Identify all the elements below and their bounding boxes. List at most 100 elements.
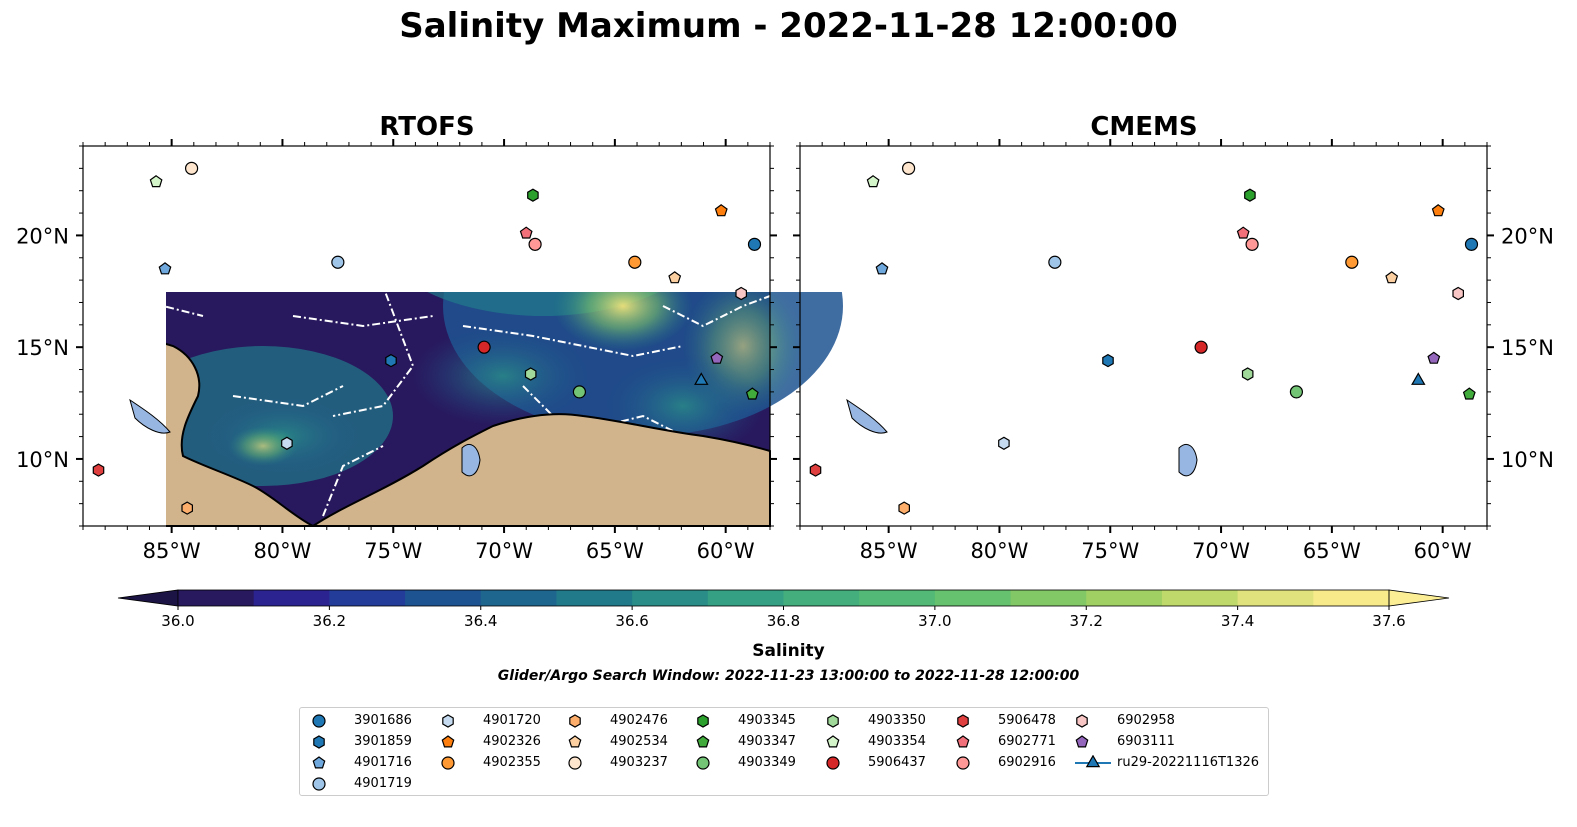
colorbar-bin (859, 590, 936, 606)
lakes (129, 398, 1198, 477)
cmems-land (800, 158, 1487, 526)
cmems-platform-4901720 (998, 436, 1010, 450)
legend-marker-icon (568, 756, 582, 770)
legend-marker-icon (957, 714, 969, 728)
legend-marker (441, 735, 455, 748)
colorbar-bin (480, 590, 557, 606)
rtofs-platform-4903349 (572, 385, 587, 399)
legend-marker (568, 735, 582, 748)
rtofs-platform-4901719 (331, 255, 345, 269)
rtofs-lat-label: 20°N (16, 224, 69, 248)
colorbar-tick-label: 36.6 (615, 612, 648, 628)
cmems-platform-4902534 (1385, 271, 1399, 284)
cmems-platform-6902916 (1245, 237, 1259, 251)
platform-legend: 3901686 3901859 4901716 4901719 4901720 49023… (299, 707, 1269, 796)
rtofs-lon-label: 85°W (143, 539, 201, 563)
cmems-platform-4903347 (1462, 387, 1476, 400)
cmems-platform-4901716 (875, 262, 889, 275)
legend-marker (827, 714, 839, 728)
legend-label: 6902771 (998, 734, 1056, 749)
rtofs-lon-label: 65°W (586, 539, 644, 563)
legend-marker (312, 777, 326, 791)
colorbar-over-arrow (1388, 589, 1450, 607)
cmems-platform-4903349 (1289, 385, 1304, 399)
legend-label: 4903345 (738, 713, 796, 728)
legend-marker-icon (697, 714, 709, 728)
rtofs-platform-4901716 (158, 262, 172, 275)
colorbar-tick-label: 36.4 (464, 612, 497, 628)
cmems-platform-6902958 (1452, 286, 1465, 301)
legend-marker-icon (696, 735, 710, 748)
cmems-platform-4902355 (1345, 255, 1359, 269)
rtofs-platform-4902534 (668, 271, 682, 284)
rtofs-platform-5906437 (477, 340, 491, 354)
legend-label: 6903111 (1117, 734, 1175, 749)
cmems-lon-label: 85°W (860, 539, 918, 563)
rtofs-frame (82, 145, 771, 527)
rtofs-platform-3901859 (385, 353, 397, 368)
legend-marker-icon (956, 756, 970, 770)
rtofs-platform-ru29-20221116T1326 (694, 372, 709, 385)
legend-label: 4903350 (868, 713, 926, 728)
colorbar-tick-label: 37.2 (1070, 612, 1103, 628)
legend-marker (826, 735, 840, 748)
colorbar-tick-label: 36.0 (161, 612, 194, 628)
cmems-panel-title: CMEMS (1090, 112, 1198, 142)
search-window-label: Glider/Argo Search Window: 2022-11-23 13… (497, 668, 1080, 684)
rtofs-lat-label: 10°N (16, 448, 69, 472)
cmems-platform-5906437 (1194, 340, 1208, 354)
colorbar-bin (556, 590, 633, 606)
legend-label: 3901686 (354, 713, 412, 728)
cmems-platform-3901859 (1102, 353, 1114, 368)
rtofs-platform-4902355 (628, 255, 642, 269)
rtofs-platform-4903347 (745, 387, 759, 400)
cmems-lon-label: 70°W (1192, 539, 1250, 563)
cmems-platform-4903237 (901, 161, 916, 175)
legend-marker-icon (569, 714, 581, 728)
maps-canvas: 85°W 80°W 75°W 70°W 65°W 60°W 20°N 15°N 10°N 85°W… (16, 139, 1554, 563)
cmems-platform-6903111 (1427, 351, 1441, 364)
map-frames: 85°W 80°W 75°W 70°W 65°W 60°W 20°N 15°N 10°N 85°W… (16, 139, 1554, 563)
rtofs-platform-6902958 (735, 286, 748, 301)
legend-marker-icon (827, 714, 839, 728)
cmems-platform-4903345 (1244, 188, 1256, 202)
colorbar-tick-label: 37.6 (1372, 612, 1405, 628)
cmems-platform-6902771 (1236, 226, 1250, 239)
rtofs-lon-label: 80°W (253, 539, 311, 563)
legend-marker (696, 756, 710, 770)
figure-title: Salinity Maximum - 2022-11-28 12:00:00 (399, 6, 1178, 46)
rtofs-lon-label: 75°W (364, 539, 422, 563)
cmems-platform-4902476 (898, 501, 911, 515)
cmems-lat-label: 20°N (1501, 224, 1554, 248)
colorbar-tick-label: 37.4 (1221, 612, 1254, 628)
cmems-frame (799, 145, 1488, 527)
legend-marker (826, 756, 840, 770)
legend-label: 5906478 (998, 713, 1056, 728)
legend-marker-icon (312, 777, 326, 791)
legend-marker-icon (826, 756, 840, 770)
legend-label: 4902476 (610, 713, 668, 728)
rtofs-platform-6902916 (528, 237, 542, 251)
colorbar-bin (1010, 590, 1087, 606)
rtofs-platform-4903237 (184, 161, 199, 175)
legend-marker (956, 756, 970, 770)
colorbar-tick-label: 36.8 (767, 612, 800, 628)
legend-marker-icon (441, 756, 455, 770)
colorbar-tick-label: 37.0 (918, 612, 951, 628)
legend-marker-icon (312, 756, 326, 769)
legend-label: 4903354 (868, 734, 926, 749)
legend-label: 4903237 (610, 755, 668, 770)
rtofs-lat-label: 15°N (16, 336, 69, 360)
cmems-lon-label: 60°W (1414, 539, 1472, 563)
legend-label: 4902534 (610, 734, 668, 749)
colorbar-bin (1313, 590, 1390, 606)
legend-marker-icon (696, 756, 710, 770)
colorbar-bin (707, 590, 784, 606)
colorbar-bin (253, 590, 330, 606)
cmems-lon-label: 80°W (970, 539, 1028, 563)
legend-marker (312, 714, 326, 728)
cmems-lat-label: 15°N (1501, 336, 1554, 360)
legend-marker (568, 756, 582, 770)
cmems-platform-5906478 (809, 463, 822, 477)
legend-marker-icon (1075, 755, 1111, 768)
